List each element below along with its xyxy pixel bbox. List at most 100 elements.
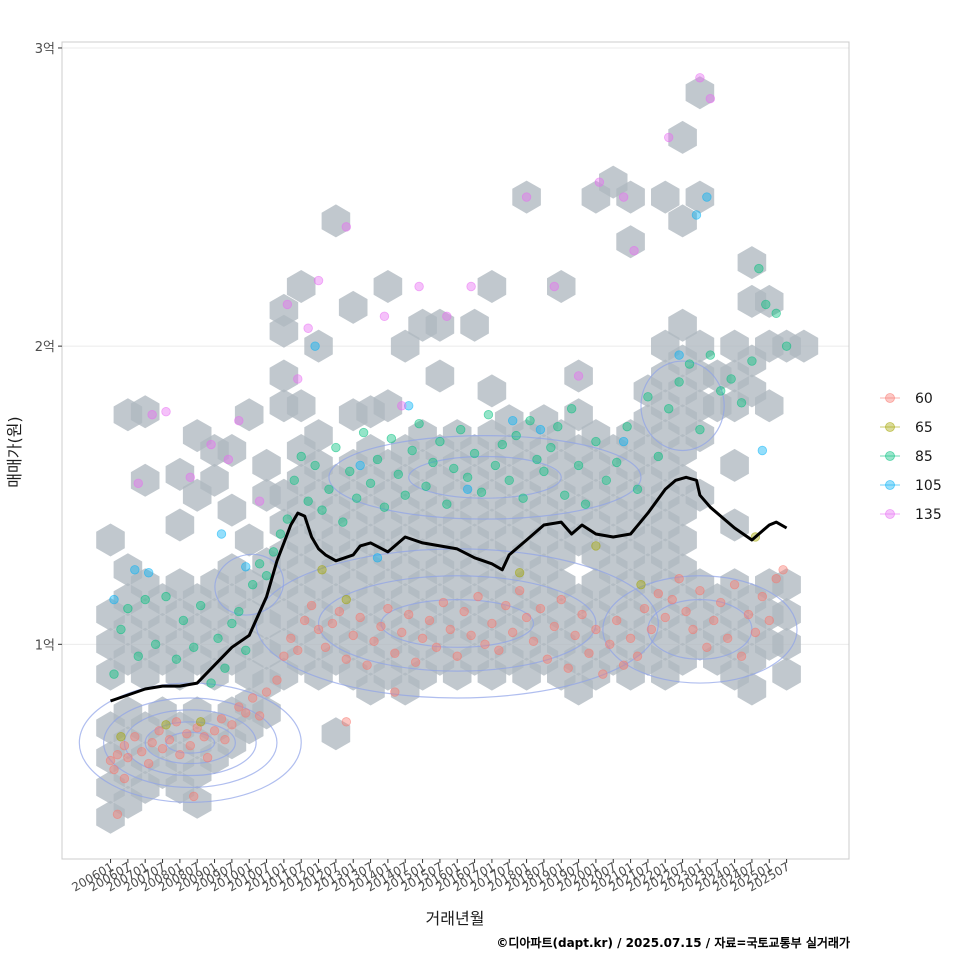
scatter-point-85 (747, 356, 757, 366)
y-tick-label: 1억 (35, 638, 55, 653)
scatter-point-85 (140, 594, 150, 605)
hexbin-cell (321, 204, 351, 238)
scatter-point-85 (456, 424, 466, 435)
scatter-point-85 (393, 469, 403, 480)
scatter-point-85 (213, 633, 223, 644)
scatter-point-60 (105, 755, 116, 766)
scatter-point-60 (514, 585, 525, 596)
scatter-point-85 (372, 454, 383, 465)
scatter-point-60 (241, 708, 251, 718)
scatter-point-60 (299, 615, 310, 626)
scatter-point-60 (109, 764, 119, 775)
scatter-point-85 (386, 433, 397, 444)
scatter-point-135 (379, 311, 390, 322)
scatter-point-135 (594, 177, 605, 187)
hexbin-cell (321, 717, 351, 751)
scatter-point-60 (577, 609, 587, 620)
scatter-point-85 (109, 669, 119, 679)
density-contour (640, 360, 725, 452)
scatter-point-60 (334, 606, 345, 617)
scatter-point-60 (702, 642, 712, 652)
scatter-point-60 (570, 630, 580, 641)
hexbin-cell (165, 508, 195, 542)
scatter-point-60 (709, 615, 719, 626)
scatter-point-60 (660, 612, 670, 623)
scatter-point-65 (195, 717, 206, 727)
scatter-point-135 (293, 374, 303, 384)
scatter-point-60 (154, 726, 164, 736)
hexbin-cell (252, 696, 281, 730)
scatter-point-60 (618, 660, 629, 670)
scatter-point-85 (469, 448, 480, 459)
scatter-point-60 (397, 627, 407, 638)
scatter-point-60 (653, 588, 664, 599)
scatter-point-85 (296, 451, 306, 462)
scatter-point-60 (112, 809, 123, 819)
scatter-point-135 (234, 415, 244, 426)
scatter-point-85 (116, 624, 126, 635)
density-contour (144, 721, 236, 765)
scatter-point-60 (341, 717, 351, 727)
scatter-point-60 (445, 624, 455, 635)
scatter-point-60 (130, 732, 140, 742)
hexbin-cell (668, 308, 697, 342)
scatter-point-60 (473, 591, 483, 602)
scatter-point-60 (157, 743, 168, 754)
hexbin-cell (772, 568, 801, 602)
scatter-point-85 (234, 606, 244, 617)
y-tick-label: 2억 (35, 340, 55, 355)
scatter-point-135 (629, 246, 639, 256)
x-axis: 2006012006072007012007072008012008072009… (69, 859, 792, 895)
scatter-point-85 (247, 579, 258, 590)
scatter-point-85 (449, 463, 459, 474)
scatter-point-60 (771, 574, 781, 584)
legend-key-point (885, 509, 895, 519)
scatter-point-85 (632, 484, 643, 494)
scatter-point-85 (511, 430, 521, 441)
scatter-point-60 (729, 579, 740, 590)
hexbin-cell (547, 270, 576, 303)
scatter-point-85 (705, 350, 716, 360)
scatter-point-60 (261, 687, 272, 697)
scatter-point-65 (341, 594, 351, 605)
scatter-point-85 (317, 505, 327, 515)
scatter-point-85 (622, 421, 632, 432)
scatter-point-60 (279, 651, 289, 661)
scatter-point-60 (452, 651, 462, 661)
scatter-point-85 (178, 615, 189, 626)
scatter-point-85 (664, 404, 674, 414)
scatter-point-60 (348, 630, 358, 641)
median-price-line (110, 475, 788, 703)
hexbin-cell (564, 398, 593, 432)
density-contour (328, 434, 642, 520)
scatter-point-60 (542, 654, 553, 664)
scatter-points-layer (105, 73, 792, 819)
scatter-point-85 (345, 466, 355, 477)
scatter-point-60 (480, 639, 490, 650)
scatter-point-60 (313, 624, 324, 635)
scatter-point-135 (549, 281, 560, 292)
scatter-point-60 (438, 597, 449, 608)
hexbin-cell (477, 374, 507, 408)
hexbin-cell (234, 398, 264, 432)
scatter-point-65 (161, 720, 171, 730)
scatter-point-60 (584, 648, 594, 658)
scatter-point-135 (664, 132, 674, 143)
scatter-point-60 (674, 574, 684, 584)
scatter-point-60 (778, 565, 788, 575)
y-axis-title: 매매가(원) (5, 416, 24, 487)
scatter-point-135 (573, 371, 584, 381)
scatter-point-85 (497, 439, 508, 450)
scatter-point-60 (355, 612, 365, 623)
hexbin-cell (269, 314, 299, 348)
scatter-point-60 (234, 702, 244, 712)
scatter-point-60 (376, 621, 386, 632)
hexbin-cell (477, 270, 507, 303)
scatter-point-135 (254, 496, 265, 506)
scatter-point-60 (182, 729, 192, 739)
scatter-point-60 (410, 657, 421, 667)
scatter-point-85 (566, 404, 577, 414)
scatter-point-85 (483, 410, 494, 420)
legend-label: 65 (915, 420, 933, 436)
